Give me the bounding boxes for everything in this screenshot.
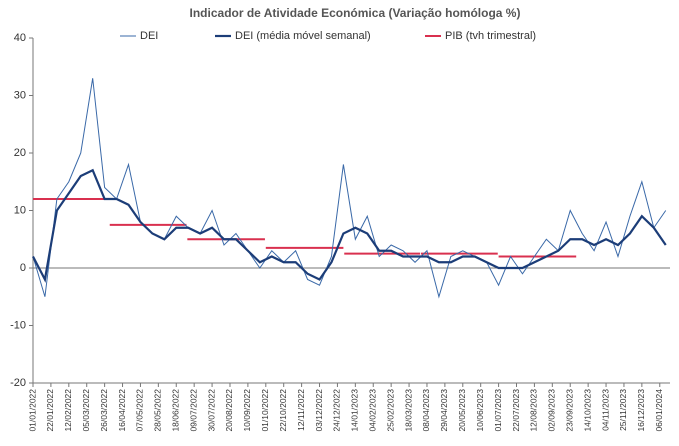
x-tick-label: 29/04/2023 xyxy=(439,389,449,432)
x-tick-label: 20/05/2023 xyxy=(457,389,467,432)
legend-label: PIB (tvh trimestral) xyxy=(445,30,536,42)
legend-label: DEI (média móvel semanal) xyxy=(235,30,371,42)
x-tick-label: 23/09/2023 xyxy=(564,389,574,432)
series-line xyxy=(32,168,667,283)
x-tick-label: 07/05/2022 xyxy=(135,389,145,432)
x-tick-label: 28/05/2022 xyxy=(153,389,163,432)
x-tick-label: 26/03/2022 xyxy=(99,389,109,432)
x-tick-label: 04/11/2023 xyxy=(600,389,610,431)
x-tick-label: 10/09/2022 xyxy=(242,389,252,432)
x-tick-label: 01/01/2022 xyxy=(27,389,37,432)
y-tick-label: -20 xyxy=(10,377,26,389)
x-tick-label: 25/11/2023 xyxy=(618,389,628,431)
y-tick-label: -10 xyxy=(10,319,26,331)
x-tick-label: 18/03/2023 xyxy=(403,389,413,432)
x-tick-label: 22/10/2022 xyxy=(278,389,288,432)
y-tick-label: 40 xyxy=(14,32,26,44)
x-tick-label: 18/06/2022 xyxy=(171,389,181,432)
x-tick-label: 22/07/2023 xyxy=(511,389,521,432)
y-tick-label: 0 xyxy=(20,262,26,274)
legend-label: DEI xyxy=(140,30,158,42)
x-tick-label: 16/04/2022 xyxy=(117,389,127,432)
x-tick-label: 14/10/2023 xyxy=(582,389,592,432)
x-tick-label: 12/11/2022 xyxy=(296,389,306,431)
x-tick-label: 25/02/2023 xyxy=(385,389,395,432)
x-tick-label: 06/01/2024 xyxy=(654,389,664,432)
x-tick-label: 20/08/2022 xyxy=(224,389,234,432)
x-tick-label: 14/01/2023 xyxy=(350,389,360,432)
chart-title: Indicador de Atividade Económica (Variaç… xyxy=(190,6,521,20)
y-tick-label: 10 xyxy=(14,204,26,216)
x-tick-label: 10/06/2023 xyxy=(475,389,485,432)
x-tick-label: 24/12/2022 xyxy=(332,389,342,432)
x-tick-label: 09/07/2022 xyxy=(188,389,198,432)
x-tick-label: 12/02/2022 xyxy=(63,389,73,432)
x-tick-label: 12/08/2023 xyxy=(529,389,539,432)
x-tick-label: 02/09/2023 xyxy=(547,389,557,432)
x-tick-label: 30/07/2022 xyxy=(206,389,216,432)
x-tick-label: 03/12/2022 xyxy=(314,389,324,432)
series-line xyxy=(32,78,667,299)
y-tick-label: 30 xyxy=(14,89,26,101)
x-tick-label: 01/10/2022 xyxy=(260,389,270,432)
x-tick-label: 16/12/2023 xyxy=(636,389,646,432)
x-tick-label: 05/03/2022 xyxy=(81,389,91,432)
x-tick-label: 01/07/2023 xyxy=(493,389,503,432)
x-tick-label: 08/04/2023 xyxy=(421,389,431,432)
x-tick-label: 04/02/2023 xyxy=(367,389,377,432)
y-tick-label: 20 xyxy=(14,147,26,159)
x-tick-label: 22/01/2022 xyxy=(45,389,55,432)
